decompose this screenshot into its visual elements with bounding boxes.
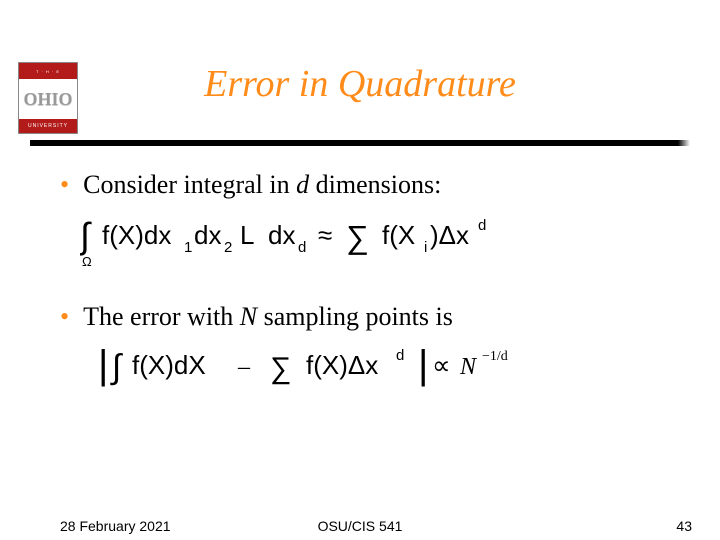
slide-title: Error in Quadrature (0, 62, 720, 106)
svg-text:)Δx: )Δx (430, 220, 469, 250)
svg-text:−1/d: −1/d (482, 349, 508, 364)
svg-text:∑: ∑ (270, 352, 291, 385)
svg-text:|: | (98, 343, 108, 387)
svg-text:dx: dx (268, 220, 295, 250)
footer-center: OSU/CIS 541 (0, 518, 720, 534)
svg-text:L: L (240, 220, 254, 250)
svg-text:2: 2 (224, 239, 232, 256)
svg-text:1: 1 (184, 239, 192, 256)
bullet-ital: N (240, 302, 257, 331)
svg-text:d: d (396, 347, 404, 364)
bullet-lead: Consider integral in (83, 170, 296, 199)
svg-text:Ω: Ω (82, 254, 92, 268)
bullet-tail: dimensions: (309, 170, 441, 199)
svg-text:∑: ∑ (346, 219, 369, 255)
bullet-text: The error with N sampling points is (83, 302, 453, 332)
svg-text:|: | (418, 343, 428, 387)
title-underline (30, 140, 678, 146)
svg-text:d: d (298, 239, 306, 256)
svg-text:∫: ∫ (80, 215, 92, 256)
svg-text:dx: dx (194, 220, 221, 250)
svg-text:f(X: f(X (382, 220, 415, 250)
slide-content: • Consider integral in d dimensions: ∫ Ω… (60, 170, 680, 430)
bullet-item: • The error with N sampling points is (60, 302, 680, 332)
svg-text:∝: ∝ (432, 350, 451, 380)
bullet-item: • Consider integral in d dimensions: (60, 170, 680, 200)
svg-text:i: i (424, 239, 427, 256)
svg-text:–: – (237, 354, 251, 380)
svg-text:f(X)Δx: f(X)Δx (306, 350, 378, 380)
bullet-lead: The error with (83, 302, 240, 331)
bullet-marker-icon: • (60, 302, 69, 332)
equation-2: | ∫ f(X)dX – ∑ f(X)Δx d | ∝ N −1/d (80, 340, 680, 396)
svg-text:N: N (459, 354, 478, 380)
logo-bot-text: UNIVERSITY (19, 119, 77, 133)
svg-text:∫: ∫ (110, 348, 123, 386)
svg-text:d: d (478, 217, 486, 234)
bullet-ital: d (296, 170, 309, 199)
svg-text:≈: ≈ (318, 220, 332, 250)
svg-text:f(X)dX: f(X)dX (132, 350, 206, 380)
bullet-text: Consider integral in d dimensions: (83, 170, 441, 200)
bullet-tail: sampling points is (257, 302, 453, 331)
footer-page-number: 43 (676, 518, 692, 534)
svg-text:f(X)dx: f(X)dx (102, 220, 171, 250)
equation-1: ∫ Ω f(X)dx 1 dx 2 L dx d ≈ ∑ f(X i )Δx d (80, 208, 680, 268)
bullet-marker-icon: • (60, 170, 69, 200)
